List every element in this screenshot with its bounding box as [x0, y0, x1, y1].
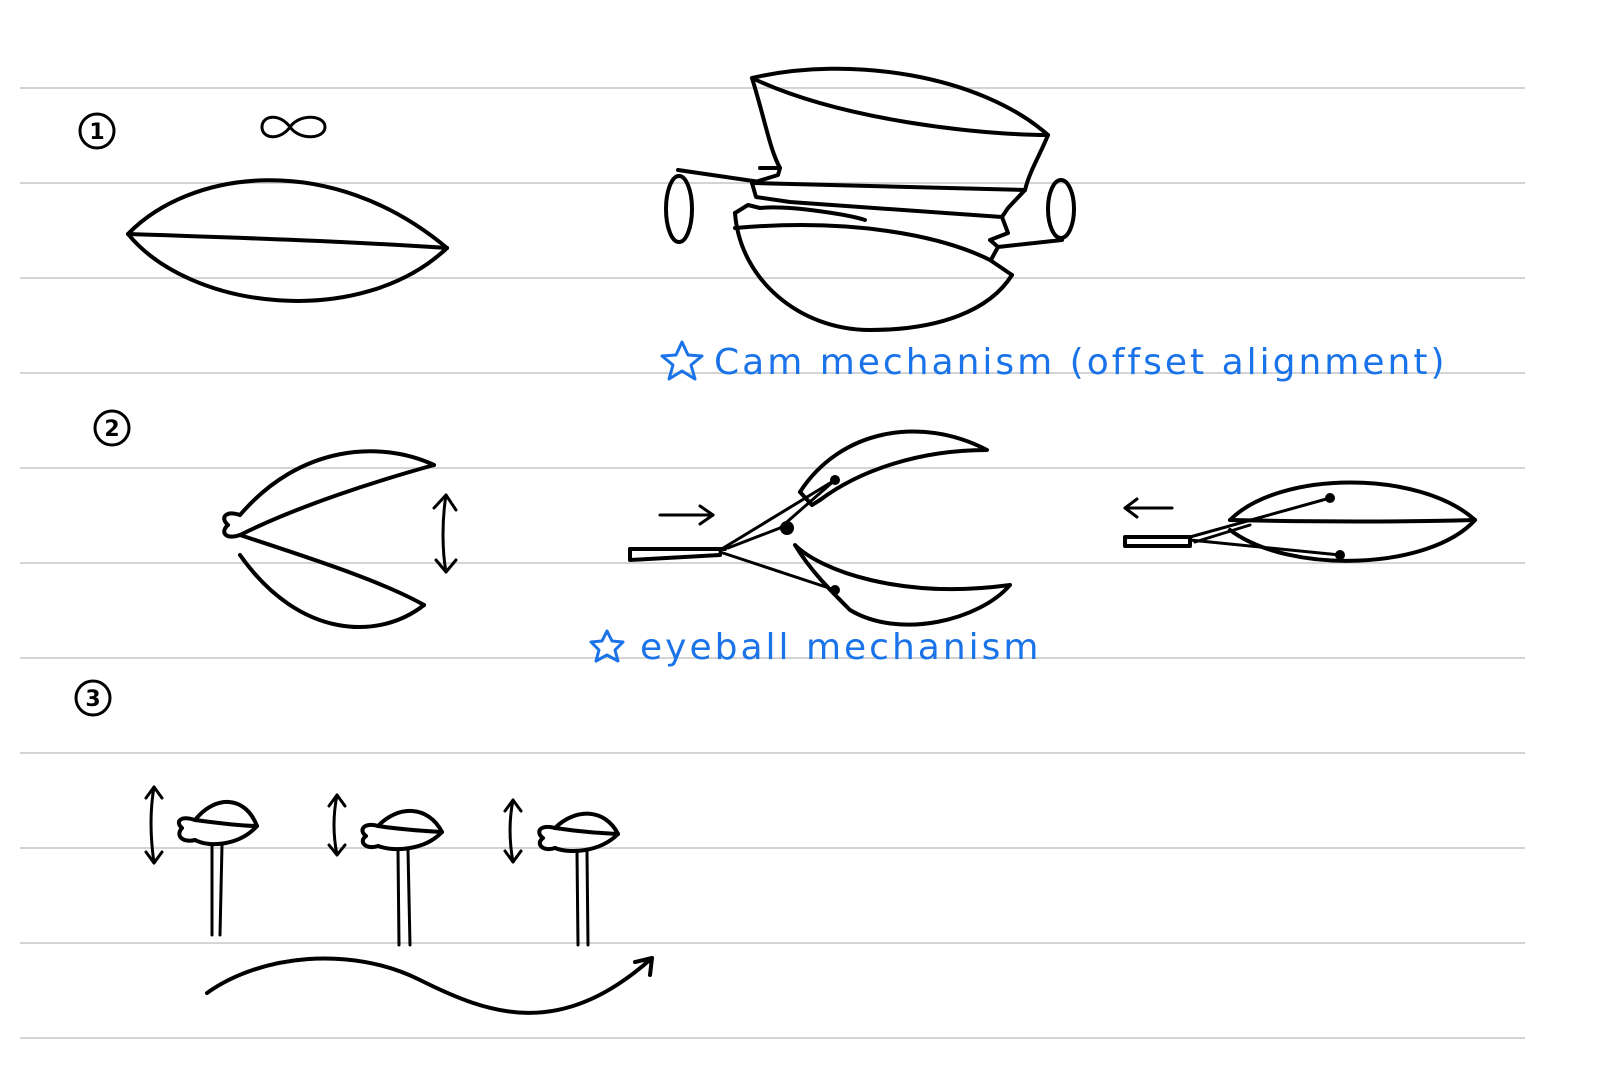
eyeball-linkage-open: [628, 429, 1012, 627]
open-eye-shape: [222, 449, 436, 629]
closed-eye-shape: [126, 178, 449, 303]
star-icon: [660, 340, 704, 381]
step-number-1: 1: [78, 112, 116, 150]
infinity-icon: [260, 115, 327, 139]
ruled-lines: [20, 87, 1525, 1039]
eye-puppet-1: [144, 785, 259, 937]
wave-arrow-icon: [205, 956, 654, 1015]
eye-puppet-2: [327, 793, 444, 947]
vertical-arrow-icon: [432, 493, 458, 574]
eye-puppet-3: [503, 798, 620, 947]
cam-mechanism-sketch: [664, 66, 1076, 332]
star-icon: [589, 629, 625, 663]
svg-text:3: 3: [85, 687, 100, 712]
eyeball-mechanism-note: eyeball mechanism: [589, 627, 1042, 668]
svg-text:2: 2: [104, 417, 119, 442]
step-number-3: 3: [74, 679, 112, 717]
cam-mechanism-note: Cam mechanism (offset alignment): [660, 340, 1448, 383]
eyeball-linkage-closed: [1123, 480, 1477, 563]
svg-text:Cam mechanism (offset alignmen: Cam mechanism (offset alignment): [714, 342, 1448, 383]
svg-text:1: 1: [89, 120, 104, 145]
svg-text:eyeball mechanism: eyeball mechanism: [640, 627, 1042, 668]
step-number-2: 2: [93, 409, 131, 447]
